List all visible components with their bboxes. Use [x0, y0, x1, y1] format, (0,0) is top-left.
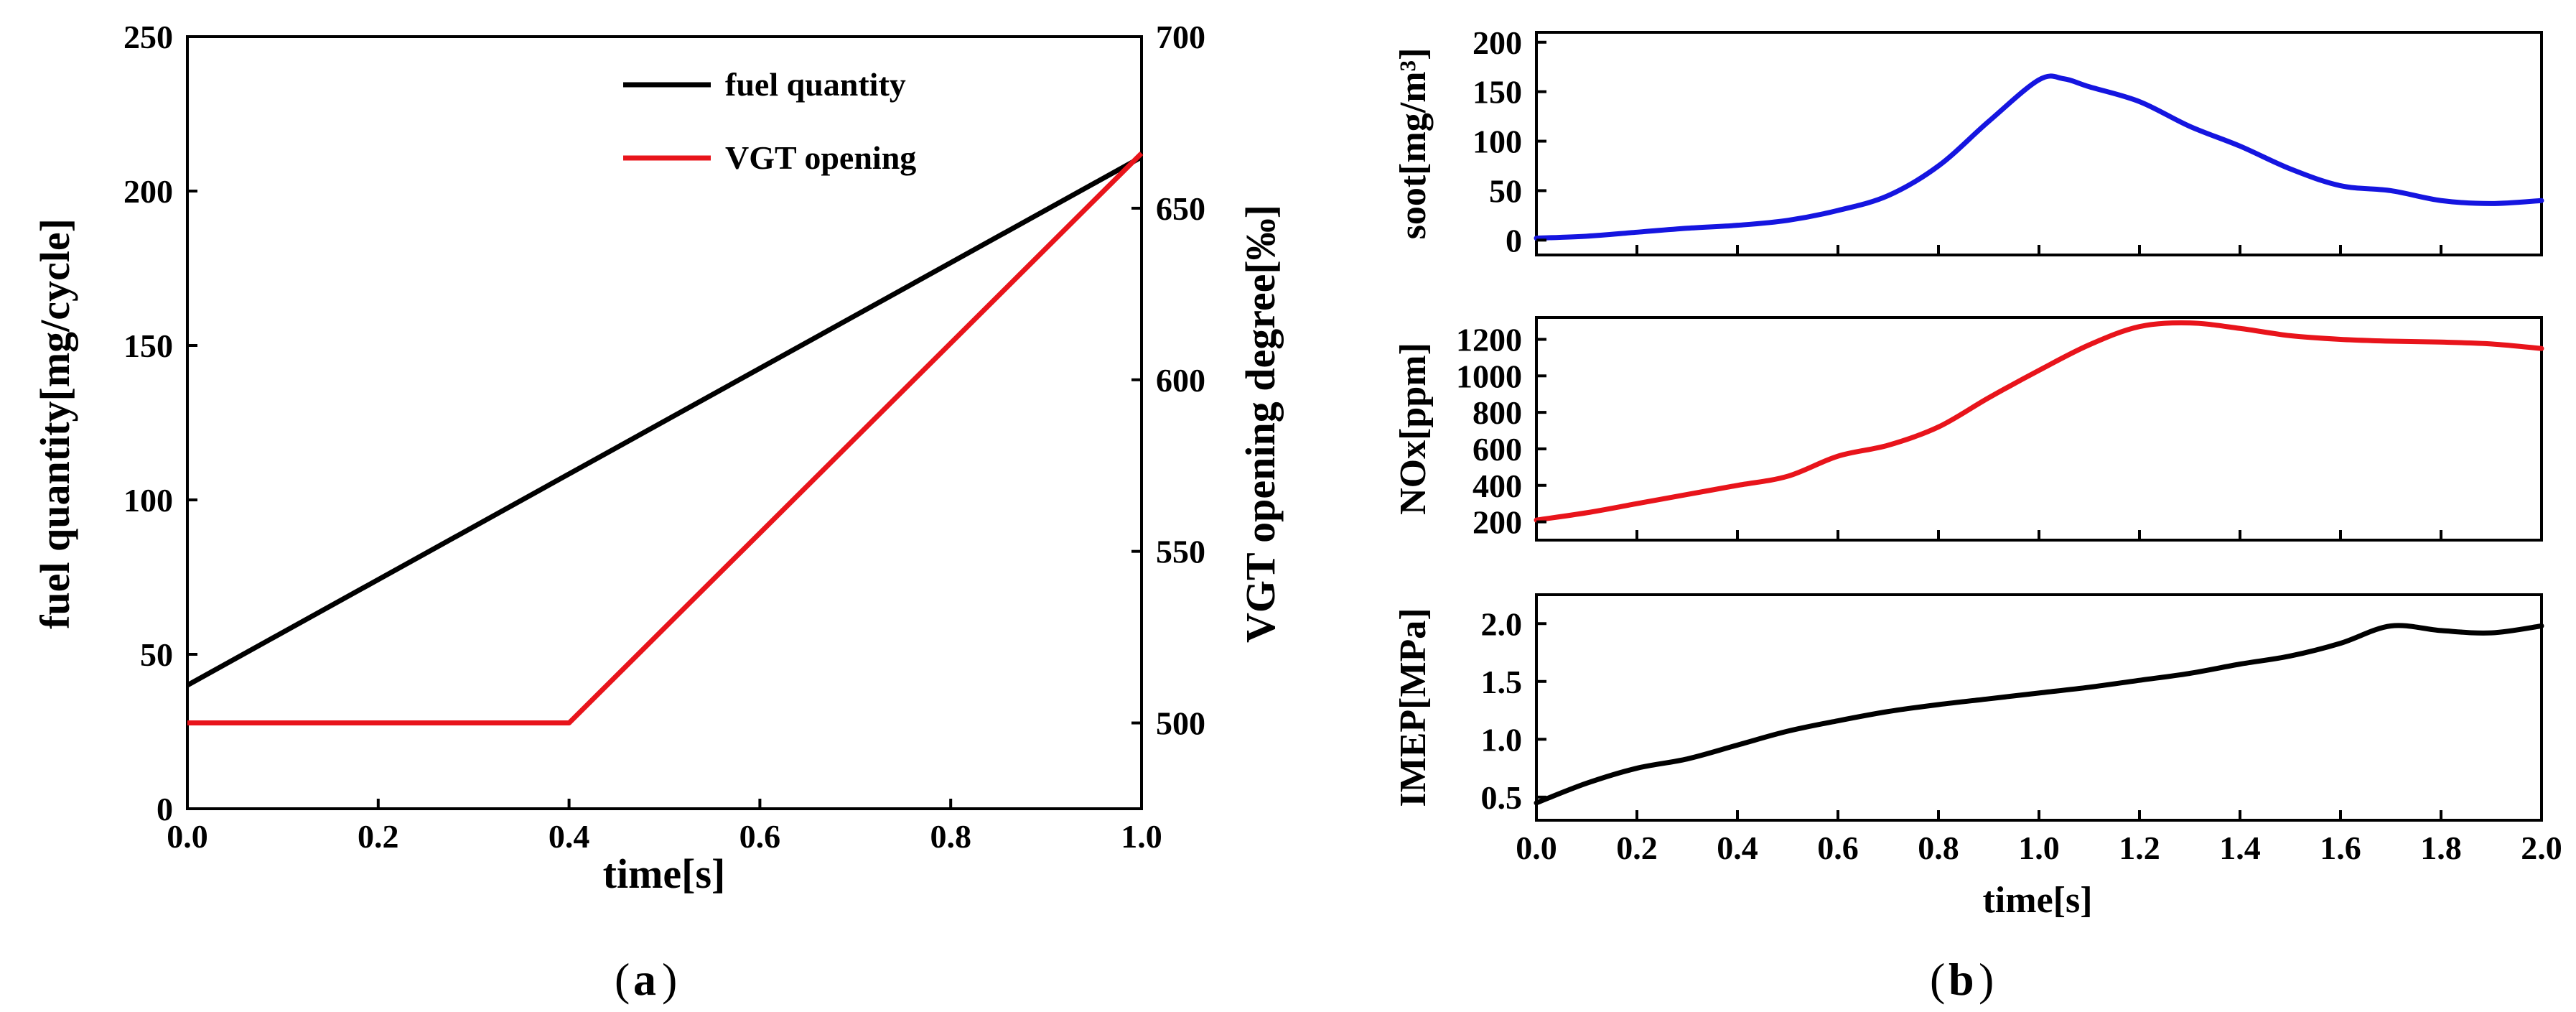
series-line-fuel-quantity	[186, 154, 1143, 688]
y-tick-label: 0	[157, 791, 173, 827]
imep-y-tick-label: 1.5	[1481, 664, 1523, 700]
svg-text:(: (	[615, 954, 630, 1005]
y2-tick-label: 700	[1156, 19, 1205, 55]
svg-text:): )	[662, 954, 677, 1005]
x-tick-label: 0.8	[1918, 830, 1959, 866]
chart-a-marks	[186, 151, 1144, 726]
soot-y-tick-label: 100	[1473, 124, 1522, 160]
imep-y-tick-label: 2.0	[1481, 605, 1523, 642]
series-line-soot	[1534, 73, 2544, 241]
chart-a-caption: ( a )	[615, 954, 677, 1005]
chart-b-ticks: 050100150200200400600800100012000.51.01.…	[1456, 24, 2562, 866]
series-line-imep	[1534, 623, 2544, 806]
panel-nox-frame	[1535, 316, 2543, 542]
soot-y-tick-label: 50	[1489, 172, 1522, 209]
series-line-vgt-opening	[187, 151, 1144, 726]
x-tick-label: 0.2	[1616, 830, 1658, 866]
y2-tick-label: 550	[1156, 534, 1205, 570]
chart-b-x-label: time[s]	[1982, 880, 2092, 921]
panel-soot-y-label: soot[mg/m³]	[1393, 48, 1434, 240]
x-tick-label: 1.0	[2018, 830, 2060, 866]
svg-text:): )	[1979, 954, 1994, 1005]
chart-a-y2-label: VGT opening degree[‰]	[1237, 205, 1284, 643]
y-tick-label: 250	[123, 19, 173, 55]
x-tick-label: 0.8	[930, 818, 971, 855]
chart-b-marks	[1534, 73, 2544, 806]
chart-a-y-ticks: 0 50 100 150 200 250	[123, 19, 197, 827]
x-tick-label: 1.8	[2420, 830, 2462, 866]
imep-y-tick-label: 1.0	[1481, 721, 1523, 758]
series-line-nox	[1534, 320, 2544, 523]
chart-b: 050100150200200400600800100012000.51.01.…	[1393, 24, 2562, 1005]
chart-a-legend: fuel quantity VGT opening	[623, 66, 916, 176]
panel-soot-frame	[1535, 31, 2543, 256]
svg-text:(: (	[1930, 954, 1945, 1005]
panel-imep-y-label: IMEP[MPa]	[1393, 608, 1434, 807]
imep-y-tick-label: 0.5	[1481, 779, 1523, 816]
x-tick-label: 0.4	[549, 818, 590, 855]
x-tick-label: 2.0	[2521, 830, 2562, 866]
caption-b-letter: b	[1949, 954, 1974, 1005]
chart-b-caption: ( b )	[1930, 954, 1994, 1005]
y2-tick-label: 600	[1156, 362, 1205, 399]
x-tick-label: 0.0	[167, 818, 208, 855]
legend-label-fuel-quantity: fuel quantity	[725, 66, 906, 103]
nox-y-tick-label: 200	[1473, 504, 1522, 541]
nox-y-tick-label: 1200	[1456, 321, 1522, 358]
panel-nox-y-label: NOx[ppm]	[1393, 343, 1434, 515]
chart-a-y-label: fuel quantity[mg/cycle]	[32, 218, 78, 629]
nox-y-tick-label: 1000	[1456, 358, 1522, 394]
chart-a-frame	[186, 35, 1143, 810]
y2-tick-label: 500	[1156, 705, 1205, 742]
x-tick-label: 1.0	[1121, 818, 1162, 855]
caption-a-letter: a	[633, 954, 656, 1005]
soot-y-tick-label: 150	[1473, 74, 1522, 111]
x-tick-label: 1.2	[2119, 830, 2160, 866]
y-tick-label: 100	[123, 482, 173, 519]
panel-imep-frame	[1535, 593, 2543, 822]
legend-label-vgt-opening: VGT opening	[725, 139, 916, 176]
nox-y-tick-label: 800	[1473, 394, 1522, 431]
x-tick-label: 1.6	[2320, 830, 2361, 866]
chart-a-y2-ticks: 500 550 600 650 700	[1131, 19, 1205, 742]
chart-a-x-ticks: 0.0 0.2 0.4 0.6 0.8 1.0	[167, 799, 1162, 855]
chart-a-x-label: time[s]	[603, 850, 726, 897]
y-tick-label: 50	[140, 636, 173, 673]
x-tick-label: 0.0	[1516, 830, 1557, 866]
y-tick-label: 200	[123, 173, 173, 210]
y-tick-label: 150	[123, 328, 173, 364]
nox-y-tick-label: 400	[1473, 468, 1522, 504]
x-tick-label: 0.6	[739, 818, 781, 855]
soot-y-tick-label: 200	[1473, 24, 1522, 61]
soot-y-tick-label: 0	[1506, 222, 1522, 259]
x-tick-label: 0.4	[1717, 830, 1758, 866]
x-tick-label: 0.6	[1817, 830, 1859, 866]
y2-tick-label: 650	[1156, 190, 1205, 227]
x-tick-label: 1.4	[2219, 830, 2261, 866]
chart-a: 0.0 0.2 0.4 0.6 0.8 1.0 0 50 100 150 200 250 500 55…	[32, 19, 1284, 1005]
nox-y-tick-label: 600	[1473, 431, 1522, 468]
x-tick-label: 0.2	[358, 818, 399, 855]
